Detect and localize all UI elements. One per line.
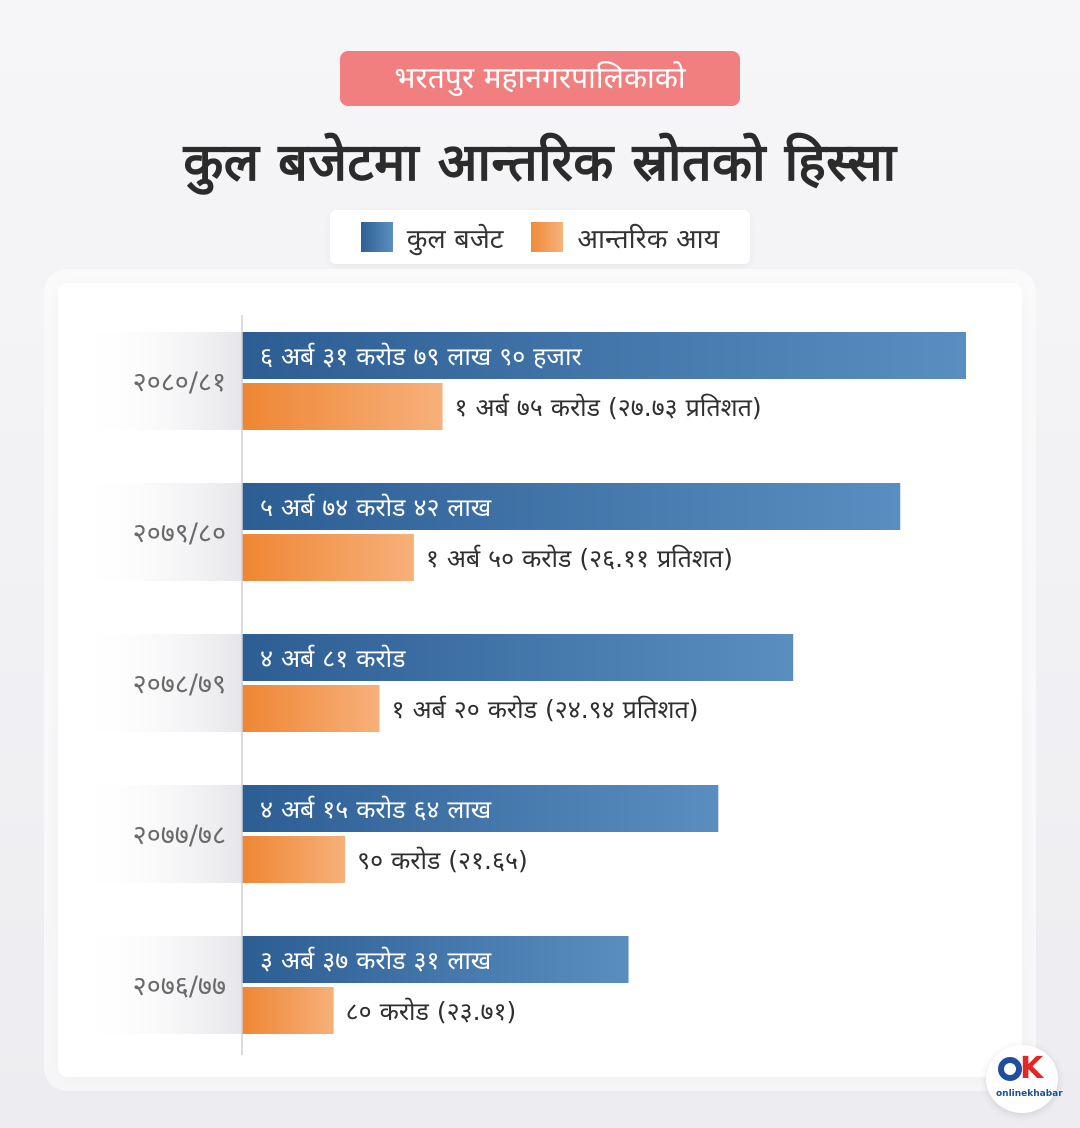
legend: कुल बजेट आन्तरिक आय bbox=[330, 210, 750, 264]
bar-total-budget bbox=[242, 785, 719, 832]
bar-total-budget bbox=[242, 634, 794, 681]
chart-card: २०८०/८१ ६ अर्ब ३१ करोड ७९ लाख ९० हजार १ अर… bbox=[58, 283, 1022, 1077]
label-internal-income: ८० करोड (२३.७१) bbox=[346, 997, 517, 1026]
bar-total-budget bbox=[242, 483, 901, 530]
label-internal-income: ९० करोड (२१.६५) bbox=[357, 846, 528, 875]
bar-internal-income bbox=[242, 534, 414, 581]
legend-swatch-total-budget bbox=[360, 222, 393, 252]
category-band bbox=[78, 634, 242, 732]
legend-label-internal-income: आन्तरिक आय bbox=[577, 223, 720, 255]
category-band bbox=[78, 332, 242, 430]
legend-label-total-budget: कुल बजेट bbox=[406, 223, 504, 255]
label-total-budget: ४ अर्ब १५ करोड ६४ लाख bbox=[260, 795, 492, 824]
onlinekhabar-logo[interactable]: K onlinekhabar bbox=[986, 1045, 1063, 1113]
label-total-budget: ३ अर्ब ३७ करोड ३१ लाख bbox=[260, 946, 492, 975]
label-internal-income: १ अर्ब २० करोड (२४.९४ प्रतिशत) bbox=[392, 695, 699, 724]
legend-item-total-budget: कुल बजेट bbox=[360, 219, 504, 256]
label-internal-income: १ अर्ब ५० करोड (२६.११ प्रतिशत) bbox=[426, 544, 733, 573]
bar-internal-income bbox=[242, 685, 380, 732]
bar-chart: २०८०/८१ ६ अर्ब ३१ करोड ७९ लाख ९० हजार १ अर… bbox=[78, 315, 966, 1055]
logo-o-mark bbox=[998, 1057, 1022, 1081]
subtitle-pill: भरतपुर महानगरपालिकाको bbox=[340, 51, 740, 106]
category-label: २०८०/८१ bbox=[133, 367, 226, 398]
bar-total-budget bbox=[242, 936, 629, 983]
category-label: २०७९/८० bbox=[133, 518, 226, 549]
label-internal-income: १ अर्ब ७५ करोड (२७.७३ प्रतिशत) bbox=[455, 393, 762, 422]
legend-item-internal-income: आन्तरिक आय bbox=[531, 219, 719, 256]
bar-internal-income bbox=[242, 383, 443, 430]
category-label: २०७८/७९ bbox=[133, 669, 226, 700]
chart-title: कुल बजेटमा आन्तरिक स्रोतको हिस्सा bbox=[183, 133, 897, 193]
category-band bbox=[78, 785, 242, 883]
legend-swatch-internal-income bbox=[531, 222, 564, 252]
label-total-budget: ४ अर्ब ८१ करोड bbox=[260, 644, 406, 673]
category-band bbox=[78, 936, 242, 1034]
bar-internal-income bbox=[242, 987, 334, 1034]
logo-brand-text: onlinekhabar bbox=[996, 1089, 1063, 1099]
label-total-budget: ५ अर्ब ७४ करोड ४२ लाख bbox=[260, 493, 492, 522]
category-label: २०७६/७७ bbox=[133, 971, 226, 1002]
bar-internal-income bbox=[242, 836, 346, 883]
label-total-budget: ६ अर्ब ३१ करोड ७९ लाख ९० हजार bbox=[260, 342, 582, 371]
category-band bbox=[78, 483, 242, 581]
bar-total-budget bbox=[242, 332, 966, 379]
logo-k-mark: K bbox=[1020, 1051, 1044, 1086]
category-label: २०७७/७८ bbox=[133, 820, 226, 851]
